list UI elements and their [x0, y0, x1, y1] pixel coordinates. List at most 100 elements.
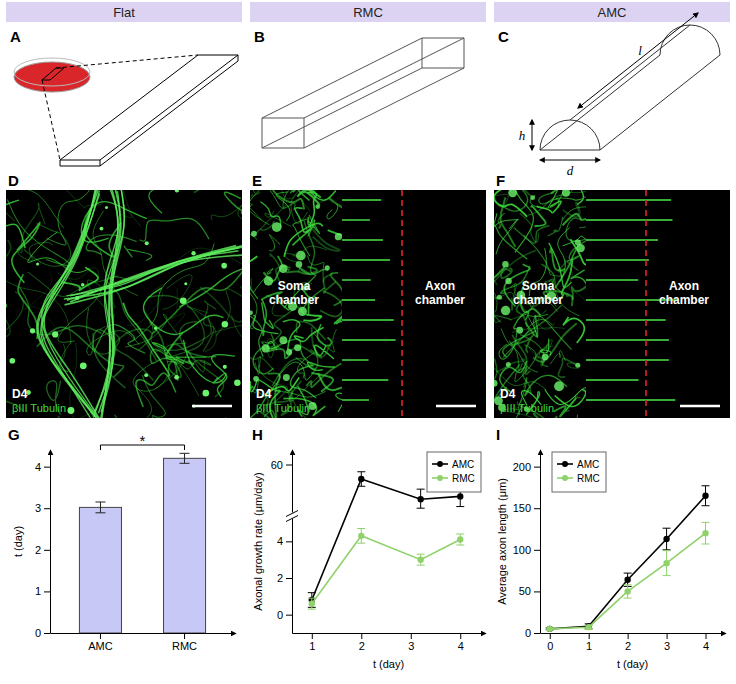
tick-label: 3: [35, 502, 41, 514]
neurite: [250, 256, 257, 271]
neurite: [314, 345, 333, 359]
tick: 3: [408, 633, 414, 652]
neurite: [577, 415, 586, 418]
tick-mark: [534, 467, 540, 468]
x-axis: AMCRMC: [51, 633, 236, 652]
tick-mark: [628, 633, 629, 639]
dim-arrow-h: [532, 120, 533, 150]
neurite: [180, 322, 224, 397]
cell-body: [191, 251, 195, 255]
cell-body: [497, 295, 502, 300]
zoom-lines: [42, 55, 198, 160]
channel-axon: [586, 399, 675, 400]
cell-body: [508, 190, 517, 197]
tick-mark: [44, 633, 50, 634]
neurite: [149, 190, 184, 213]
channel-axon: [586, 199, 671, 200]
tick-mark: [312, 633, 313, 639]
panel-label: A: [10, 28, 21, 45]
tick-label: 3: [664, 640, 670, 652]
cell-body: [335, 233, 342, 240]
tick: 2: [625, 633, 631, 652]
neurite: [224, 192, 242, 214]
tick-mark: [286, 465, 292, 466]
scale-bar: [192, 405, 232, 408]
cell-body: [234, 379, 240, 385]
tick-mark: [550, 633, 551, 639]
micrograph: [494, 190, 730, 418]
neurite: [336, 388, 342, 412]
cell-body: [575, 240, 581, 246]
cell-body: [223, 365, 227, 369]
tick: 0: [525, 627, 540, 639]
tick: 1: [35, 585, 50, 597]
cell-body: [52, 331, 58, 337]
channel-axon: [342, 259, 390, 260]
y-axis-title: Average axon length (μm): [496, 478, 508, 605]
cell-body: [80, 362, 87, 369]
neurite: [194, 190, 227, 193]
tick-label: AMC: [88, 640, 113, 652]
channel-end-line: [401, 190, 403, 418]
tick: 4: [703, 633, 709, 652]
cell-body: [221, 263, 227, 269]
stain-label: βIII Tubulin: [256, 402, 310, 414]
neurite: [146, 312, 199, 396]
tick-label: 1: [35, 585, 41, 597]
day-label: D4: [256, 387, 272, 401]
tick: 2: [359, 633, 365, 652]
error-bar: [702, 486, 710, 506]
axon-bundle: [67, 255, 242, 300]
neurite: [303, 190, 319, 192]
neurite: [171, 288, 185, 328]
cell-body: [554, 381, 564, 391]
axis-line: [541, 633, 726, 634]
channel-axon: [342, 219, 370, 220]
tick: 2: [277, 572, 292, 584]
tick-label: 4: [277, 535, 283, 547]
channel-axon: [342, 239, 383, 240]
neurite: [271, 308, 295, 343]
tick-mark: [286, 615, 292, 616]
legend: AMCRMC: [427, 452, 481, 492]
neurite: [169, 361, 182, 381]
cell-body: [279, 264, 288, 273]
cell-body: [203, 390, 210, 397]
tick-label: 100: [513, 544, 531, 556]
cell-body: [36, 262, 39, 265]
cell-body: [272, 222, 282, 232]
neurite: [6, 276, 7, 307]
tick: 50: [519, 585, 540, 597]
tick-label: 2: [277, 572, 283, 584]
tick-label: 3: [408, 640, 414, 652]
neurite: [494, 222, 527, 259]
neurite: [250, 279, 251, 322]
panel-label: B: [254, 28, 265, 45]
cell-body: [250, 310, 253, 315]
cell-body: [530, 195, 535, 200]
neurite: [276, 192, 290, 221]
neurite: [567, 265, 586, 307]
soma-region: [494, 190, 586, 418]
neurite: [503, 305, 561, 357]
tick-label: 0: [277, 609, 283, 621]
stain-label: βIII Tubulin: [12, 402, 66, 414]
point: [702, 530, 708, 536]
error-bar: [456, 534, 464, 545]
tick: 2: [35, 544, 50, 556]
dimension-label: l: [638, 43, 642, 58]
channel-axon: [342, 359, 369, 360]
tick-mark: [460, 633, 461, 639]
neurite: [150, 349, 216, 364]
tick-label: 0: [525, 627, 531, 639]
neurite: [253, 269, 273, 293]
panel-label: F: [496, 172, 505, 189]
micrograph: [6, 190, 242, 418]
dim-arrow-d: [540, 160, 600, 161]
arc-front: [540, 120, 600, 150]
axis-line: [293, 633, 486, 634]
error-bar: [624, 585, 632, 598]
legend-marker: [562, 475, 568, 481]
dimension-label: h: [519, 128, 526, 143]
tick-label: 60: [271, 459, 283, 471]
